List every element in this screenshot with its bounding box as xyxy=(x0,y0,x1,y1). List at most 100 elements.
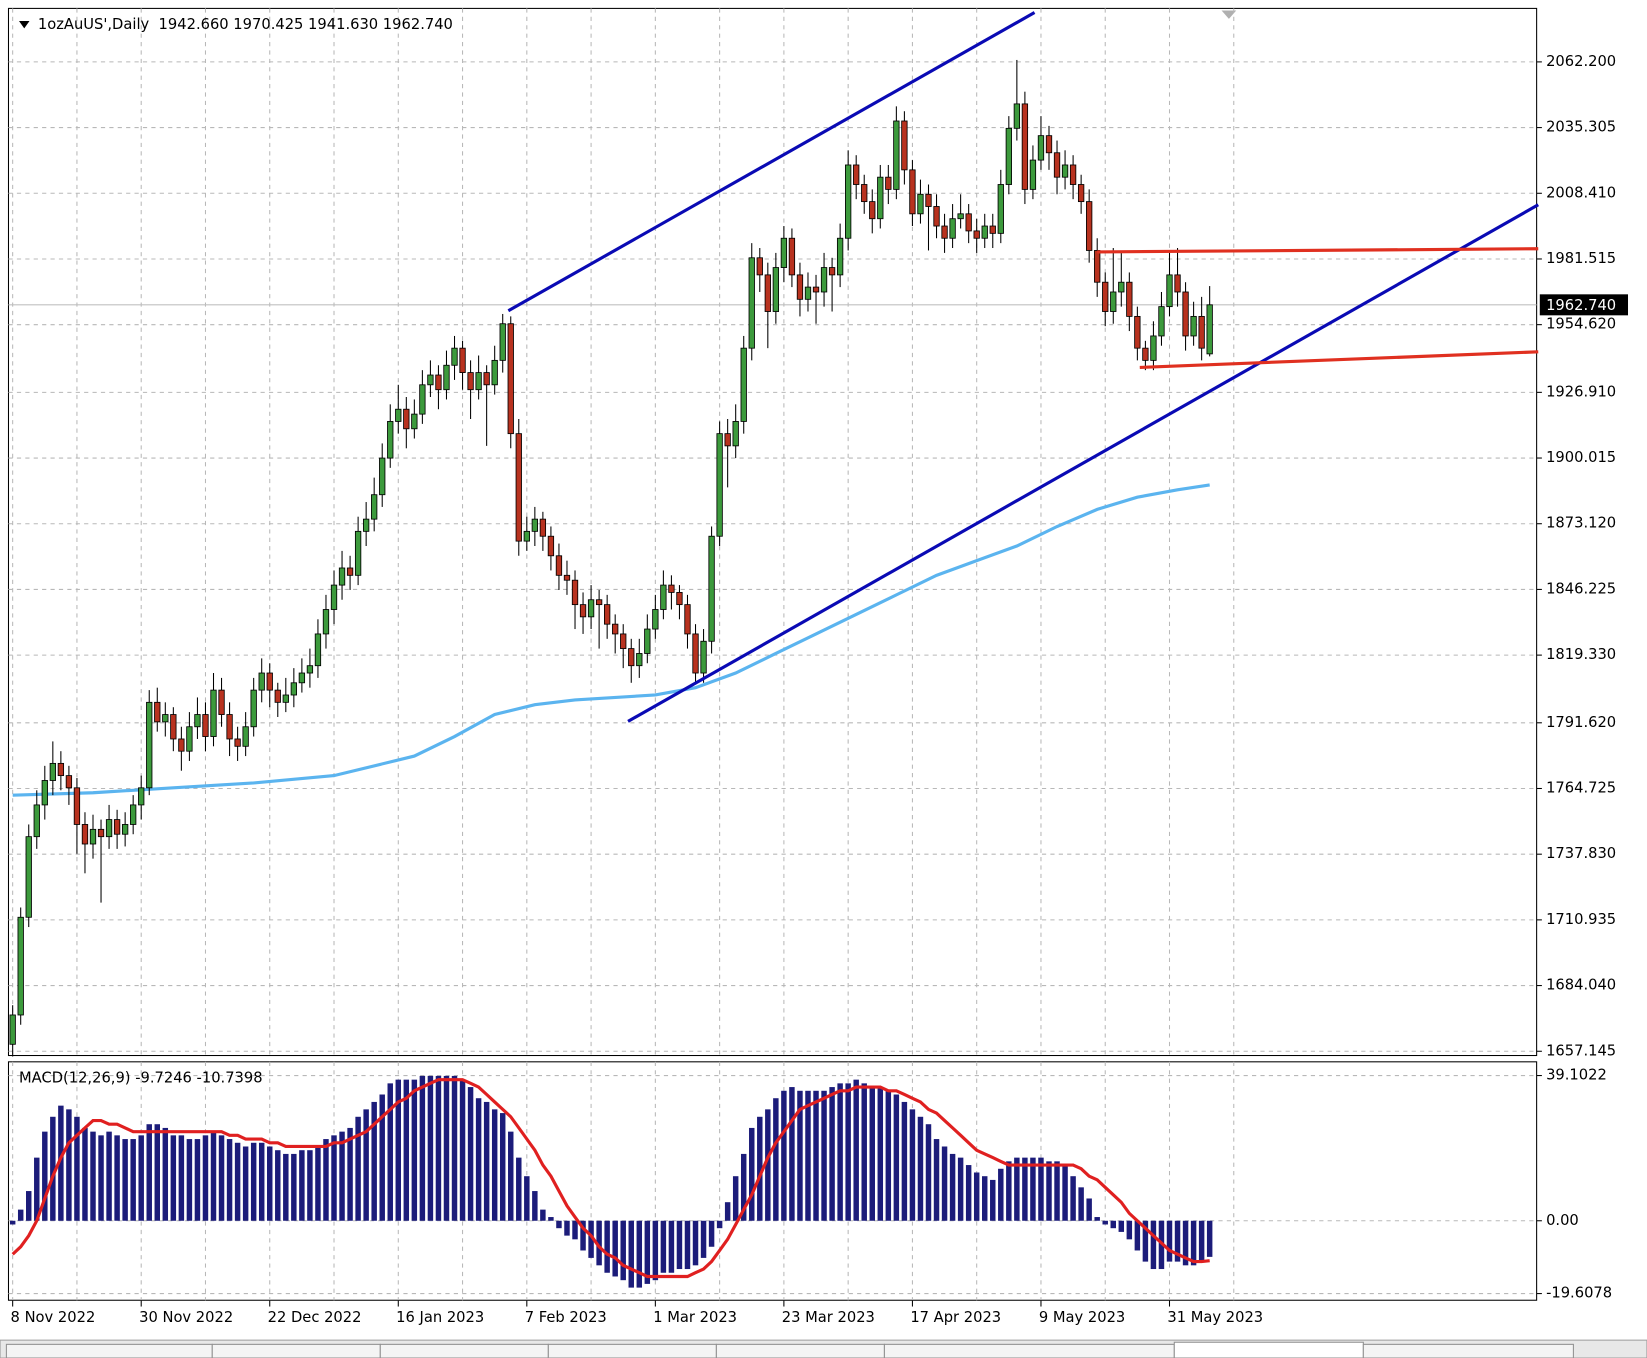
macd-bar xyxy=(106,1131,112,1221)
candle-body xyxy=(1206,304,1213,355)
macd-bar xyxy=(1078,1187,1084,1221)
candle-body xyxy=(105,819,113,838)
macd-bar xyxy=(917,1116,924,1221)
candle-body xyxy=(274,689,281,703)
macd-bar xyxy=(957,1157,964,1221)
macd-bar xyxy=(885,1090,892,1221)
macd-bar xyxy=(331,1135,337,1221)
candle-body xyxy=(154,701,161,723)
macd-bar xyxy=(508,1131,514,1221)
macd-bar xyxy=(773,1098,779,1221)
macd-bar xyxy=(524,1176,530,1221)
y-tick-label: 1981.515 xyxy=(1546,250,1616,267)
tab[interactable] xyxy=(547,1343,717,1358)
macd-bar xyxy=(596,1220,602,1266)
y-tick-label: 1791.620 xyxy=(1546,714,1616,731)
x-tick-label: 23 Mar 2023 xyxy=(782,1309,875,1326)
candle-body xyxy=(748,257,755,349)
macd-bar xyxy=(877,1087,884,1221)
candle-body xyxy=(258,672,265,691)
candle-body xyxy=(9,1014,16,1045)
candle-body xyxy=(507,323,514,435)
candle-body xyxy=(1053,152,1061,178)
candle-body xyxy=(804,286,812,300)
macd-bar xyxy=(202,1135,209,1221)
macd-bar xyxy=(371,1101,377,1221)
candle-body xyxy=(941,225,948,239)
macd-bar xyxy=(34,1157,40,1221)
candle-body xyxy=(427,374,434,386)
candle-body xyxy=(298,672,306,684)
candle-body xyxy=(595,599,603,606)
signal-line xyxy=(11,1078,1210,1279)
tab[interactable] xyxy=(1362,1343,1574,1358)
candle-body xyxy=(435,374,442,391)
candle-body xyxy=(740,347,747,422)
candle-body xyxy=(997,184,1004,234)
macd-bar xyxy=(499,1113,506,1221)
macd-bar xyxy=(138,1135,144,1221)
macd-bar xyxy=(636,1220,643,1288)
candle-body xyxy=(226,714,233,740)
macd-bar xyxy=(42,1131,48,1221)
macd-bar xyxy=(1102,1220,1108,1225)
candle-body xyxy=(523,530,530,542)
macd-bar xyxy=(620,1220,626,1281)
candle-body xyxy=(981,225,988,239)
macd-bar xyxy=(1054,1161,1060,1221)
trendline xyxy=(627,203,1540,723)
candle-body xyxy=(73,787,81,825)
macd-bar xyxy=(901,1101,908,1221)
tab[interactable] xyxy=(211,1343,381,1358)
candle-body xyxy=(732,421,739,447)
macd-bar xyxy=(837,1083,843,1221)
y-tick-label: 2062.200 xyxy=(1546,53,1616,70)
tab[interactable] xyxy=(5,1343,213,1358)
tab[interactable] xyxy=(715,1343,885,1358)
macd-bar xyxy=(451,1075,458,1221)
macd-bar xyxy=(323,1139,329,1221)
macd-bar xyxy=(604,1220,610,1273)
macd-bar xyxy=(716,1220,723,1229)
candle-body xyxy=(371,494,378,520)
macd-bar xyxy=(644,1220,651,1284)
candle-body xyxy=(869,201,876,220)
candle-body xyxy=(652,609,659,630)
macd-bar xyxy=(556,1220,562,1229)
candle-body xyxy=(403,408,410,430)
candle-body xyxy=(925,193,932,207)
macd-bar xyxy=(652,1220,659,1281)
y-tick-label: -19.6078 xyxy=(1546,1285,1612,1302)
y-tick-label: 2008.410 xyxy=(1546,184,1616,201)
candle-body xyxy=(644,628,651,654)
candle-body xyxy=(901,120,908,171)
macd-bar xyxy=(170,1135,177,1221)
macd-bar xyxy=(146,1124,152,1221)
active-tab[interactable] xyxy=(1173,1341,1364,1358)
candle-body xyxy=(338,567,346,586)
macd-bar xyxy=(178,1135,185,1221)
macd-bar xyxy=(588,1220,594,1258)
macd-bar xyxy=(122,1139,128,1221)
macd-bar xyxy=(572,1220,578,1240)
macd-bar xyxy=(242,1146,249,1221)
candle-body xyxy=(65,775,73,789)
tab[interactable] xyxy=(379,1343,549,1358)
macd-bar xyxy=(781,1090,787,1221)
candle-body xyxy=(660,584,667,610)
tab[interactable] xyxy=(883,1343,1175,1358)
menu-arrow[interactable] xyxy=(18,21,30,29)
candle-body xyxy=(186,726,193,752)
macd-bar xyxy=(467,1087,474,1221)
candle-body xyxy=(1158,306,1165,337)
macd-bar xyxy=(98,1135,104,1221)
macd-bar xyxy=(1198,1220,1205,1262)
candle-body xyxy=(676,591,683,606)
macd-bar xyxy=(965,1165,972,1221)
y-tick-label: 1710.935 xyxy=(1546,911,1616,928)
candle-body xyxy=(202,714,209,737)
y-tick-label: 1764.725 xyxy=(1546,779,1616,796)
macd-bar xyxy=(403,1079,410,1221)
macd-bar xyxy=(789,1087,795,1221)
candle-body xyxy=(81,824,89,845)
